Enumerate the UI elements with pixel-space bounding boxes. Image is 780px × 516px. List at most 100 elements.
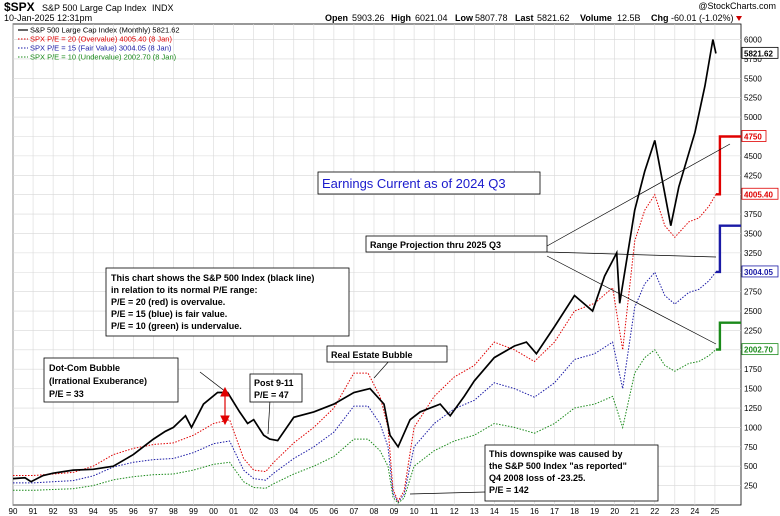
value-labels: 5821.62 4750 4005.40 3004.05 2002.70 — [741, 46, 779, 356]
x-tick-label: 98 — [169, 507, 178, 516]
x-tick-label: 15 — [510, 507, 519, 516]
post911-callout: Post 9-11 P/E = 47 — [249, 373, 303, 403]
quote-bar: Open 5903.26 High 6021.04 Low 5807.78 La… — [325, 13, 742, 23]
x-tick-label: 96 — [129, 507, 138, 516]
x-tick-label: 95 — [109, 507, 118, 516]
explain-line-3: P/E = 20 (red) is overvalue. — [111, 297, 225, 307]
pointer-dotcom — [199, 371, 227, 393]
projection-blue — [715, 224, 741, 274]
x-tick-label: 21 — [630, 507, 639, 516]
high-label: High — [391, 13, 411, 23]
pointer-range-red — [546, 143, 731, 247]
x-axis: 90 91 92 93 94 95 96 97 98 99 00 01 02 03 04 05 06 07 08 09… — [9, 507, 720, 516]
projection-red — [715, 135, 741, 196]
dotcom-box — [43, 357, 179, 403]
x-tick-label: 91 — [29, 507, 38, 516]
downspike-box — [484, 444, 659, 502]
y-tick-label: 5500 — [744, 74, 762, 83]
legend-item-pe10: SPX P/E = 10 (Undervalue) 2002.70 (8 Jan… — [30, 53, 177, 62]
x-tick-label: 06 — [329, 507, 338, 516]
high-value: 6021.04 — [415, 13, 448, 23]
x-tick-label: 24 — [690, 507, 699, 516]
value-label: 5821.62 — [744, 49, 773, 58]
x-tick-label: 11 — [430, 507, 439, 516]
y-tick-label: 4500 — [744, 152, 762, 161]
earnings-title: Earnings Current as of 2024 Q3 — [317, 171, 541, 195]
projection-green — [715, 321, 741, 351]
pointer-downspike — [409, 491, 486, 495]
x-tick-label: 92 — [49, 507, 58, 516]
x-tick-label: 16 — [530, 507, 539, 516]
series-lines — [12, 39, 717, 504]
value-label: 4750 — [744, 132, 762, 141]
y-tick-label: 1250 — [744, 404, 762, 413]
value-label: 3004.05 — [744, 268, 773, 277]
y-tick-label: 2250 — [744, 326, 762, 335]
x-tick-label: 01 — [229, 507, 238, 516]
y-tick-label: 3750 — [744, 210, 762, 219]
x-tick-label: 97 — [149, 507, 158, 516]
range-box — [365, 235, 548, 253]
y-tick-label: 4250 — [744, 171, 762, 180]
realestate-callout: Real Estate Bubble — [326, 345, 448, 363]
y-tick-label: 5750 — [744, 55, 762, 64]
dotcom-line-3: P/E = 33 — [49, 389, 84, 399]
downspike-line-4: P/E = 142 — [489, 485, 529, 495]
x-tick-label: 99 — [189, 507, 198, 516]
open-label: Open — [325, 13, 348, 23]
plot-area — [12, 23, 742, 506]
y-tick-label: 1000 — [744, 423, 762, 432]
y-tick-label: 3500 — [744, 229, 762, 238]
x-tick-label: 12 — [450, 507, 459, 516]
y-tick-label: 750 — [744, 443, 758, 452]
y-tick-label: 2750 — [744, 288, 762, 297]
dotcom-line-2: (Irrational Exuberance) — [49, 376, 147, 386]
x-tick-label: 90 — [9, 507, 18, 516]
downspike-line-1: This downspike was caused by — [489, 449, 623, 459]
pe15-line — [13, 271, 717, 503]
exchange: INDX — [152, 3, 174, 13]
x-tick-label: 17 — [550, 507, 559, 516]
chart-date: 10-Jan-2025 12:31pm — [4, 13, 92, 23]
open-value: 5903.26 — [352, 13, 385, 23]
x-tick-label: 13 — [470, 507, 479, 516]
x-tick-label: 04 — [289, 507, 298, 516]
downspike-line-2: the S&P 500 Index "as reported" — [489, 461, 627, 471]
y-tick-label: 5250 — [744, 94, 762, 103]
explain-line-5: P/E = 10 (green) is undervalue. — [111, 321, 242, 331]
x-tick-label: 03 — [269, 507, 278, 516]
low-value: 5807.78 — [475, 13, 508, 23]
x-tick-label: 00 — [209, 507, 218, 516]
explain-box — [105, 267, 350, 337]
x-tick-label: 94 — [89, 507, 98, 516]
downspike-callout: This downspike was caused by the S&P 500… — [484, 444, 659, 502]
x-tick-label: 19 — [590, 507, 599, 516]
callout-pointers — [199, 143, 731, 495]
y-tick-label: 5000 — [744, 113, 762, 122]
dotcom-line-1: Dot-Com Bubble — [49, 363, 120, 373]
value-label-box — [741, 343, 779, 356]
chg-value: -60.01 (-1.02%) — [671, 13, 734, 23]
x-tick-label: 18 — [570, 507, 579, 516]
post911-line-1: Post 9-11 — [254, 378, 294, 388]
legend-item-pe20: SPX P/E = 20 (Overvalue) 4005.40 (8 Jan) — [30, 35, 172, 44]
y-tick-label: 3250 — [744, 249, 762, 258]
index-line — [12, 39, 717, 483]
value-label: 2002.70 — [744, 346, 773, 355]
projection-lines — [715, 135, 741, 351]
x-tick-label: 23 — [670, 507, 679, 516]
last-value: 5821.62 — [537, 13, 570, 23]
value-label: 4005.40 — [744, 190, 773, 199]
realestate-box — [326, 345, 448, 363]
brand: @StockCharts.com — [698, 1, 776, 11]
earnings-text: Earnings Current as of 2024 Q3 — [322, 176, 506, 191]
dotcom-callout: Dot-Com Bubble (Irrational Exuberance) P… — [43, 357, 179, 403]
y-axis: 2505007501000125015001750200022502500275… — [744, 36, 762, 491]
legend-item-index: S&P 500 Large Cap Index (Monthly) 5821.6… — [30, 26, 180, 35]
x-tick-label: 93 — [69, 507, 78, 516]
y-tick-label: 2500 — [744, 307, 762, 316]
pe-gap-arrow-icon — [220, 386, 230, 426]
y-tick-label: 1500 — [744, 385, 762, 394]
value-label-box — [741, 265, 779, 278]
